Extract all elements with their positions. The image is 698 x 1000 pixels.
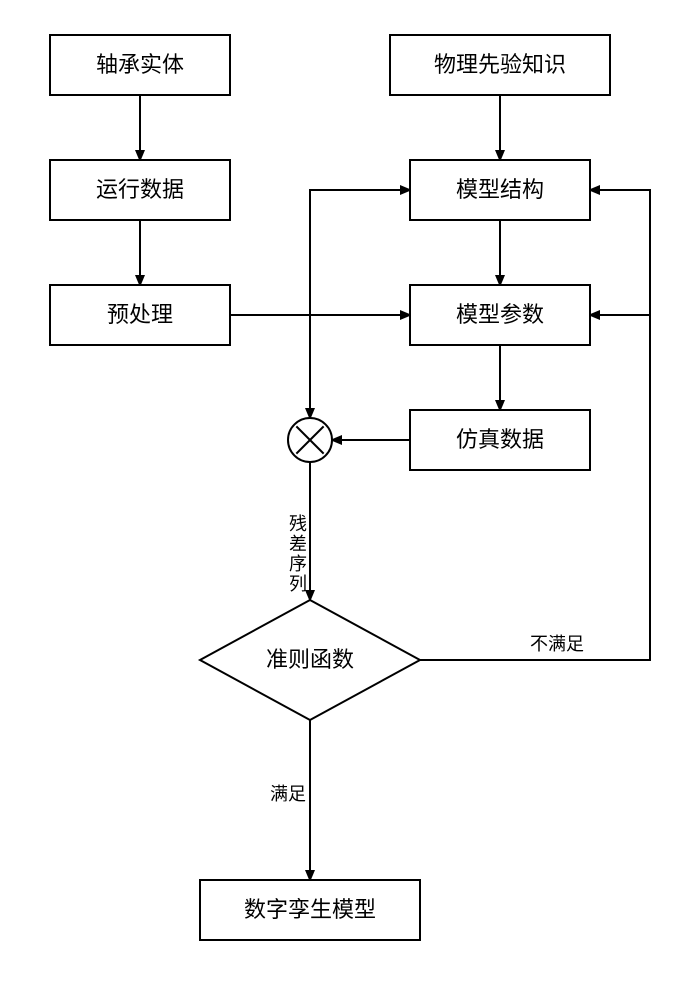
edge-label-11: 不满足 bbox=[530, 634, 584, 654]
node-label-prior_knowledge: 物理先验知识 bbox=[434, 52, 566, 77]
node-label-criterion: 准则函数 bbox=[266, 647, 354, 672]
node-label-model_structure: 模型结构 bbox=[456, 177, 544, 202]
edge-5 bbox=[230, 315, 310, 418]
node-label-preprocess: 预处理 bbox=[107, 302, 173, 327]
node-label-model_params: 模型参数 bbox=[456, 302, 544, 327]
edge-label-10: 满足 bbox=[270, 784, 306, 804]
edge-6 bbox=[310, 190, 410, 315]
node-label-operation_data: 运行数据 bbox=[96, 177, 184, 202]
edge-label-9: 残差序列 bbox=[289, 514, 307, 594]
node-label-sim_data: 仿真数据 bbox=[456, 427, 544, 452]
node-label-bearing_entity: 轴承实体 bbox=[96, 52, 184, 77]
node-label-digital_twin: 数字孪生模型 bbox=[244, 897, 376, 922]
